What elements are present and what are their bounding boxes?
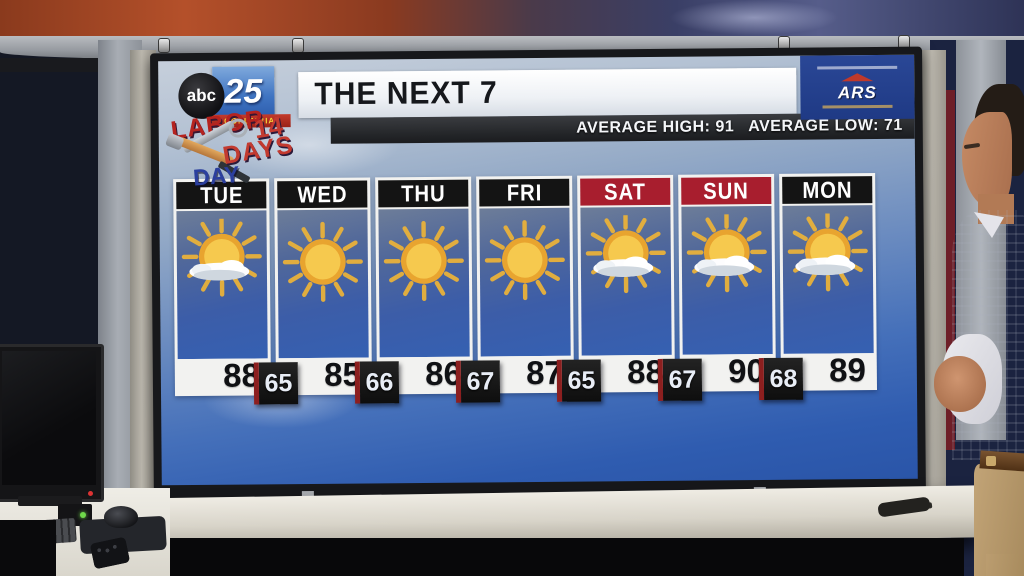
monitor-screen — [2, 351, 96, 485]
forecast-screen: THE NEXT 7 AVERAGE HIGH: 91 AVERAGE LOW:… — [158, 54, 918, 486]
day-label: SAT — [580, 177, 671, 206]
partly-cloudy-icon — [782, 205, 874, 354]
partly-cloudy-icon — [681, 205, 773, 355]
sunny-icon — [277, 209, 369, 359]
foreground-object — [0, 520, 56, 576]
average-high: AVERAGE HIGH: 91 — [576, 118, 735, 137]
sponsor-topline — [817, 65, 898, 70]
low-temp: 66 — [354, 361, 400, 404]
presenter-hands — [934, 356, 986, 412]
day-label: FRI — [479, 178, 570, 207]
mouse — [104, 506, 138, 528]
partly-cloudy-icon — [176, 210, 268, 360]
weather-presenter — [934, 84, 1024, 576]
ledge-shadow — [60, 538, 964, 576]
sunny-icon — [378, 208, 470, 358]
sponsor-tagline — [822, 104, 893, 109]
low-temp: 65 — [253, 362, 299, 405]
day-label: THU — [378, 179, 469, 208]
low-temp: 67 — [657, 358, 703, 401]
page-title: THE NEXT 7 — [314, 75, 498, 112]
forecast-area: TUE 88 WED 85 THU 86 FRI 87 SAT 88 SUN 90 MON 89 65 66… — [173, 173, 887, 415]
day-label: SUN — [681, 176, 772, 205]
low-temp: 65 — [556, 359, 602, 402]
forecast-day-wed: WED 85 — [274, 177, 373, 396]
computer-monitor — [0, 344, 104, 502]
sponsor-panel: ARS — [800, 54, 915, 120]
sunny-icon — [479, 207, 571, 357]
forecast-day-mon: MON 89 — [779, 173, 878, 391]
bolt-icon — [158, 38, 170, 53]
roof-icon — [841, 73, 874, 82]
forecast-day-tue: TUE 88 — [173, 178, 272, 397]
forecast-day-fri: FRI 87 — [476, 175, 575, 394]
average-low: AVERAGE LOW: 71 — [748, 116, 903, 136]
presenter-face — [962, 112, 1012, 208]
monitor-stand — [18, 496, 82, 506]
power-led — [88, 491, 93, 496]
wall-stripe — [946, 90, 955, 450]
presenter-leg — [986, 554, 1024, 576]
sponsor-name: ARS — [837, 83, 877, 103]
title-bar: THE NEXT 7 — [298, 67, 797, 119]
bolt-icon — [292, 38, 304, 53]
pc-led — [80, 512, 86, 518]
low-temp: 67 — [455, 360, 501, 403]
weather-monitor: THE NEXT 7 AVERAGE HIGH: 91 AVERAGE LOW:… — [150, 46, 926, 506]
forecast-day-sat: SAT 88 — [577, 174, 676, 393]
belt-buckle — [986, 456, 996, 466]
day-label: MON — [782, 176, 873, 204]
forecast-day-sun: SUN 90 — [678, 173, 777, 392]
partly-cloudy-icon — [580, 206, 672, 356]
forecast-day-thu: THU 86 — [375, 176, 474, 395]
forecast-columns: TUE 88 WED 85 THU 86 FRI 87 SAT 88 SUN 90 MON 89 — [173, 173, 887, 397]
low-temp: 68 — [758, 357, 804, 401]
